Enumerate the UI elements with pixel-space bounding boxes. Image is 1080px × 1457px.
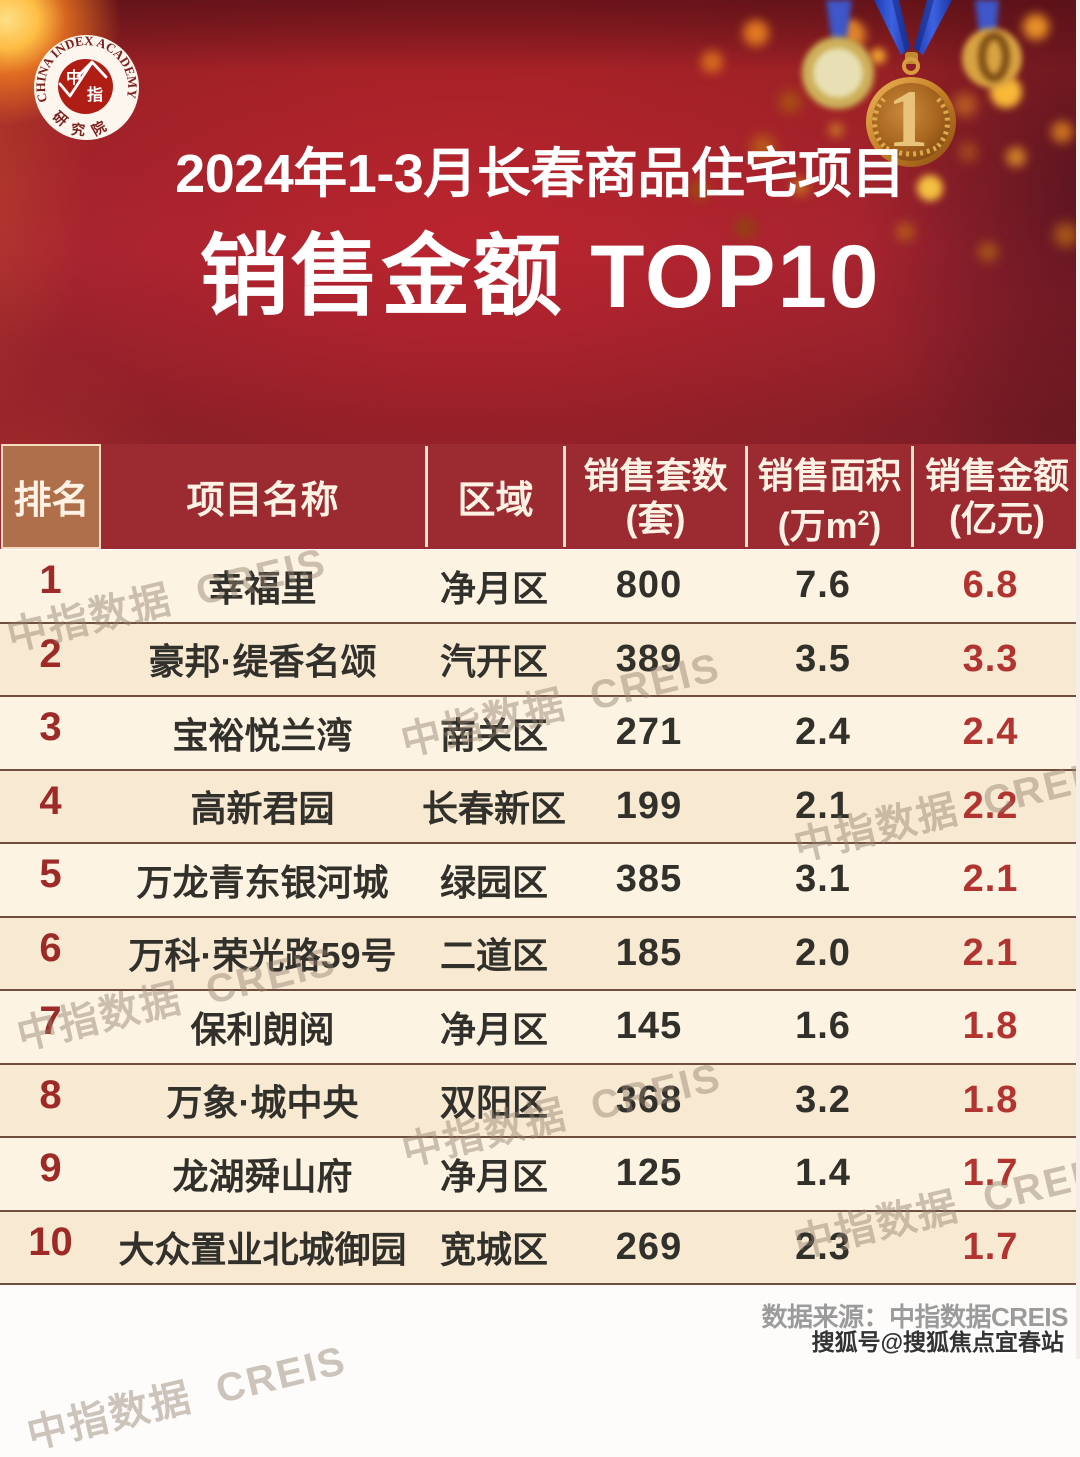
svg-text:1: 1 xyxy=(888,73,929,164)
svg-text:指: 指 xyxy=(87,85,103,104)
svg-text:中: 中 xyxy=(66,68,82,87)
